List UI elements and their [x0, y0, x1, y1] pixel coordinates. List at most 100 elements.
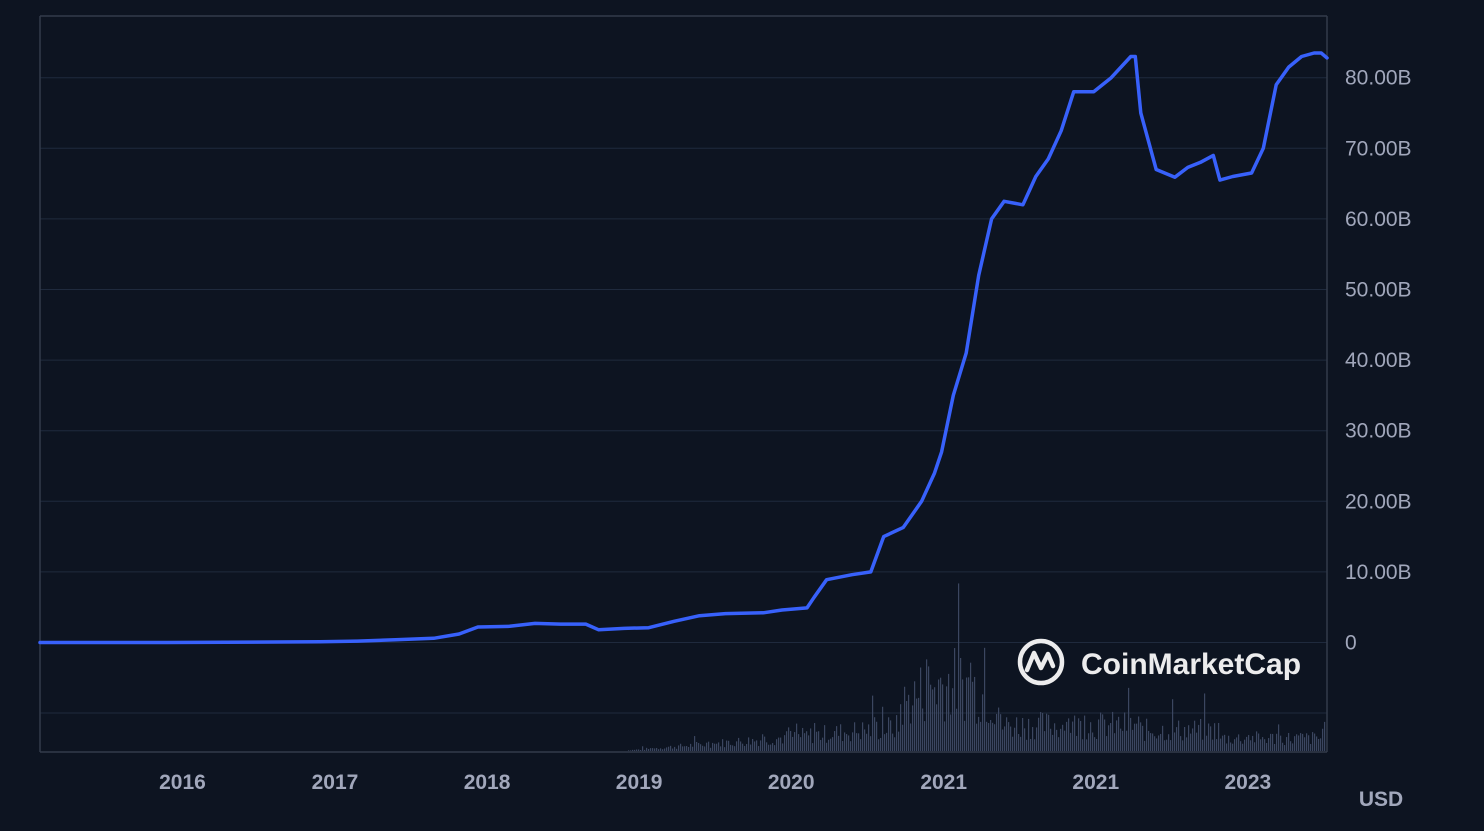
- volume-bar: [1294, 736, 1296, 751]
- volume-bar: [646, 747, 648, 751]
- volume-bar: [1074, 715, 1076, 751]
- volume-bar: [934, 687, 936, 751]
- volume-bar: [796, 723, 798, 751]
- volume-bar: [1256, 731, 1258, 751]
- volume-bar: [706, 742, 708, 751]
- volume-bar: [804, 733, 806, 751]
- volume-bar: [1090, 722, 1092, 751]
- volume-bar: [974, 676, 976, 751]
- volume-bar: [1144, 740, 1146, 751]
- volume-bar: [716, 743, 718, 751]
- volume-bar: [966, 677, 968, 751]
- volume-bar: [1204, 693, 1206, 751]
- volume-bar: [1078, 718, 1080, 751]
- volume-bar: [690, 743, 692, 751]
- volume-bar: [1070, 732, 1072, 751]
- volume-bar: [1102, 714, 1104, 751]
- volume-bar: [702, 745, 704, 751]
- volume-bar: [1050, 728, 1052, 751]
- volume-bar: [1248, 735, 1250, 751]
- volume-bar: [1224, 734, 1226, 751]
- volume-bar: [1236, 737, 1238, 751]
- volume-bar: [1098, 719, 1100, 751]
- volume-bar: [1026, 739, 1028, 751]
- volume-bar: [814, 723, 816, 751]
- volume-bar: [662, 749, 664, 751]
- volume-bar: [630, 750, 632, 751]
- volume-bar: [1108, 725, 1110, 751]
- volume-bar: [886, 732, 888, 751]
- volume-bar: [928, 666, 930, 751]
- volume-bar: [880, 737, 882, 751]
- volume-bar: [852, 732, 854, 751]
- volume-bar: [938, 679, 940, 751]
- volume-bar: [818, 731, 820, 751]
- volume-bar: [642, 746, 644, 751]
- volume-bar: [964, 720, 966, 751]
- y-tick-label: 30.00B: [1345, 420, 1412, 443]
- volume-bar: [1270, 733, 1272, 751]
- volume-bar: [1286, 737, 1288, 751]
- volume-bar: [808, 735, 810, 751]
- volume-bar: [984, 647, 986, 751]
- volume-bar: [790, 731, 792, 751]
- volume-bar: [1124, 712, 1126, 751]
- volume-bar: [684, 746, 686, 751]
- volume-bar: [1082, 739, 1084, 751]
- volume-bar: [916, 698, 918, 751]
- volume-bar: [704, 746, 706, 751]
- volume-bar: [1284, 745, 1286, 751]
- volume-bar: [828, 739, 830, 751]
- volume-bar: [670, 745, 672, 751]
- volume-bar: [1322, 728, 1324, 751]
- volume-bar: [1216, 739, 1218, 751]
- volume-bar: [890, 720, 892, 751]
- y-axis-labels: 0 10.00B 20.00B 30.00B 40.00B 50.00B 60.00B 70.…: [1345, 67, 1412, 655]
- volume-bar: [722, 739, 724, 751]
- volume-bar: [1168, 734, 1170, 751]
- volume-bar: [946, 686, 948, 751]
- y-tick-label: 80.00B: [1345, 67, 1412, 90]
- volume-bar: [962, 679, 964, 751]
- x-tick-label: 2019: [616, 771, 663, 794]
- volume-bar: [960, 657, 962, 751]
- volume-bar: [870, 736, 872, 751]
- volume-bar: [1100, 712, 1102, 751]
- volume-bar: [1178, 720, 1180, 751]
- volume-bar: [718, 742, 720, 751]
- volume-bar: [914, 681, 916, 751]
- volume-bar: [1158, 735, 1160, 751]
- volume-bar: [952, 688, 954, 751]
- volume-bar: [1040, 711, 1042, 751]
- volume-bar: [1042, 713, 1044, 751]
- volume-bar: [1262, 737, 1264, 751]
- volume-bar: [696, 742, 698, 751]
- volume-bar: [1220, 738, 1222, 751]
- volume-bar: [682, 746, 684, 751]
- volume-bar: [1254, 742, 1256, 751]
- volume-bar: [1234, 739, 1236, 751]
- volume-bar: [920, 667, 922, 751]
- volume-bar: [788, 727, 790, 751]
- volume-bar: [922, 708, 924, 751]
- volume-bar: [760, 740, 762, 751]
- x-tick-label: 2021: [1072, 771, 1119, 794]
- volume-bar: [918, 697, 920, 751]
- volume-bar: [1176, 727, 1178, 751]
- volume-bar: [1116, 720, 1118, 751]
- volume-bar: [1106, 736, 1108, 751]
- volume-bar: [1140, 722, 1142, 751]
- volume-bar: [850, 741, 852, 751]
- volume-bar: [876, 721, 878, 751]
- volume-bar: [1066, 721, 1068, 751]
- volume-bar: [1296, 734, 1298, 751]
- volume-bar: [740, 741, 742, 751]
- x-axis-labels: 2016 2017 2018 2019 2020 2021 2021 2023: [159, 771, 1271, 794]
- x-tick-label: 2017: [312, 771, 359, 794]
- volume-bar: [1002, 729, 1004, 751]
- volume-bar: [1152, 733, 1154, 751]
- volume-bar: [1162, 725, 1164, 751]
- volume-bar: [744, 745, 746, 751]
- volume-bar: [748, 737, 750, 751]
- volume-bar: [854, 722, 856, 751]
